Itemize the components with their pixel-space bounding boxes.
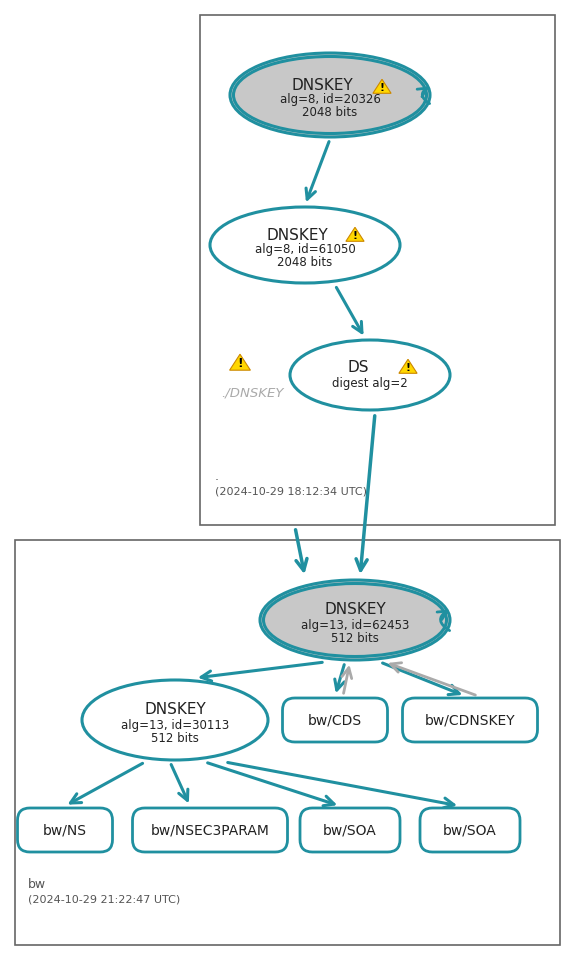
Text: bw: bw [28,878,46,892]
Text: bw/CDS: bw/CDS [308,713,362,727]
Polygon shape [373,79,391,94]
Polygon shape [229,354,250,371]
Ellipse shape [230,53,430,137]
Text: bw/SOA: bw/SOA [443,823,497,837]
Text: (2024-10-29 21:22:47 UTC): (2024-10-29 21:22:47 UTC) [28,895,180,905]
Text: alg=8, id=20326: alg=8, id=20326 [279,94,381,106]
Ellipse shape [290,340,450,410]
Ellipse shape [210,207,400,283]
FancyBboxPatch shape [282,698,388,742]
Text: bw/CDNSKEY: bw/CDNSKEY [425,713,515,727]
FancyBboxPatch shape [420,808,520,852]
Ellipse shape [82,680,268,760]
Text: DNSKEY: DNSKEY [144,703,206,718]
Text: !: ! [405,363,411,372]
Text: 512 bits: 512 bits [151,731,199,745]
Ellipse shape [260,580,450,660]
Text: alg=13, id=30113: alg=13, id=30113 [121,719,229,731]
Text: digest alg=2: digest alg=2 [332,376,408,390]
Text: alg=8, id=61050: alg=8, id=61050 [255,243,355,257]
Text: DNSKEY: DNSKEY [266,228,328,242]
Text: .: . [215,471,219,483]
FancyBboxPatch shape [402,698,538,742]
Text: !: ! [237,357,243,371]
Polygon shape [346,228,364,241]
Text: 512 bits: 512 bits [331,631,379,645]
Text: alg=13, id=62453: alg=13, id=62453 [301,619,409,631]
FancyBboxPatch shape [15,540,560,945]
Text: DS: DS [347,360,369,374]
Text: bw/NSEC3PARAM: bw/NSEC3PARAM [151,823,270,837]
FancyBboxPatch shape [300,808,400,852]
Text: bw/SOA: bw/SOA [323,823,377,837]
Text: 2048 bits: 2048 bits [277,257,332,269]
FancyBboxPatch shape [17,808,113,852]
Text: bw/NS: bw/NS [43,823,87,837]
FancyBboxPatch shape [200,15,555,525]
Text: ./DNSKEY: ./DNSKEY [221,387,283,400]
Text: DNSKEY: DNSKEY [324,602,386,618]
Text: DNSKEY: DNSKEY [291,77,353,93]
Text: (2024-10-29 18:12:34 UTC): (2024-10-29 18:12:34 UTC) [215,486,367,496]
Polygon shape [399,359,417,373]
Text: !: ! [380,83,385,93]
Text: !: ! [352,231,358,240]
Text: 2048 bits: 2048 bits [302,106,358,120]
FancyBboxPatch shape [132,808,288,852]
